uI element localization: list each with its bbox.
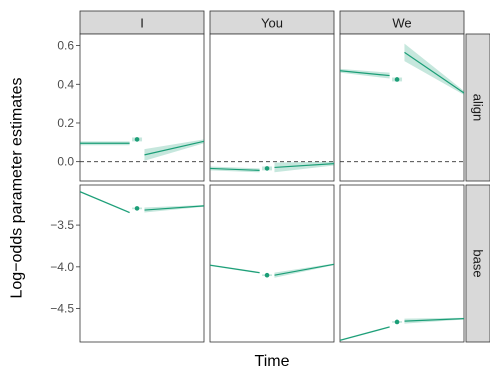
y-tick-label: 0.0 bbox=[57, 155, 74, 169]
point-estimate bbox=[134, 206, 140, 211]
y-tick-label: −3.5 bbox=[50, 218, 74, 232]
y-tick-label: −4.5 bbox=[50, 302, 74, 316]
row-strip bbox=[465, 184, 490, 343]
pre-trend-line bbox=[79, 191, 130, 214]
facet-strips: I You We align base bbox=[79, 10, 490, 343]
row-strip bbox=[465, 33, 490, 182]
panel-series bbox=[80, 137, 205, 161]
y-tick-label: 0.2 bbox=[57, 116, 74, 130]
panel-series bbox=[79, 190, 205, 214]
row-strip-label: align bbox=[471, 94, 486, 121]
post-trend-line bbox=[404, 51, 465, 94]
facet-panels bbox=[79, 33, 465, 343]
point-estimate bbox=[394, 77, 400, 82]
panel-background bbox=[339, 33, 465, 182]
panel-background bbox=[209, 184, 335, 343]
y-tick-label: 0.6 bbox=[57, 39, 74, 53]
column-strip-label: You bbox=[261, 16, 283, 31]
panel-series bbox=[339, 43, 465, 95]
x-axis-title: Time bbox=[255, 353, 290, 370]
post-trend-line bbox=[274, 263, 335, 276]
pre-trend-line bbox=[339, 70, 390, 77]
panel-background bbox=[79, 184, 205, 343]
y-tick-label: 0.4 bbox=[57, 77, 74, 91]
pre-trend-line bbox=[209, 167, 260, 171]
point-estimate bbox=[134, 137, 140, 142]
point-estimate bbox=[394, 319, 400, 325]
panel-series bbox=[209, 161, 335, 173]
panel-background bbox=[339, 184, 465, 343]
post-trend-line bbox=[274, 162, 335, 169]
y-axes: 0.0 0.2 0.4 0.6 −3.5 −4.0 −4.5 bbox=[50, 39, 80, 316]
panel-background bbox=[79, 33, 205, 182]
y-tick-label: −4.0 bbox=[50, 260, 74, 274]
column-strip-label: We bbox=[392, 16, 411, 31]
panel-series bbox=[339, 317, 465, 342]
column-strip-label: I bbox=[140, 16, 144, 31]
panel-background bbox=[209, 33, 335, 182]
point-estimate bbox=[264, 166, 270, 171]
y-axis-title: Log−odds parameter estimates bbox=[9, 77, 26, 298]
point-estimate bbox=[264, 272, 270, 278]
post-trend-line bbox=[144, 140, 205, 156]
post-trend-line bbox=[404, 318, 465, 322]
pre-trend-line bbox=[209, 264, 260, 274]
panel-series bbox=[209, 263, 335, 278]
row-strip-label: base bbox=[471, 249, 486, 277]
pre-trend-line bbox=[339, 326, 390, 341]
post-trend-line bbox=[144, 205, 205, 211]
